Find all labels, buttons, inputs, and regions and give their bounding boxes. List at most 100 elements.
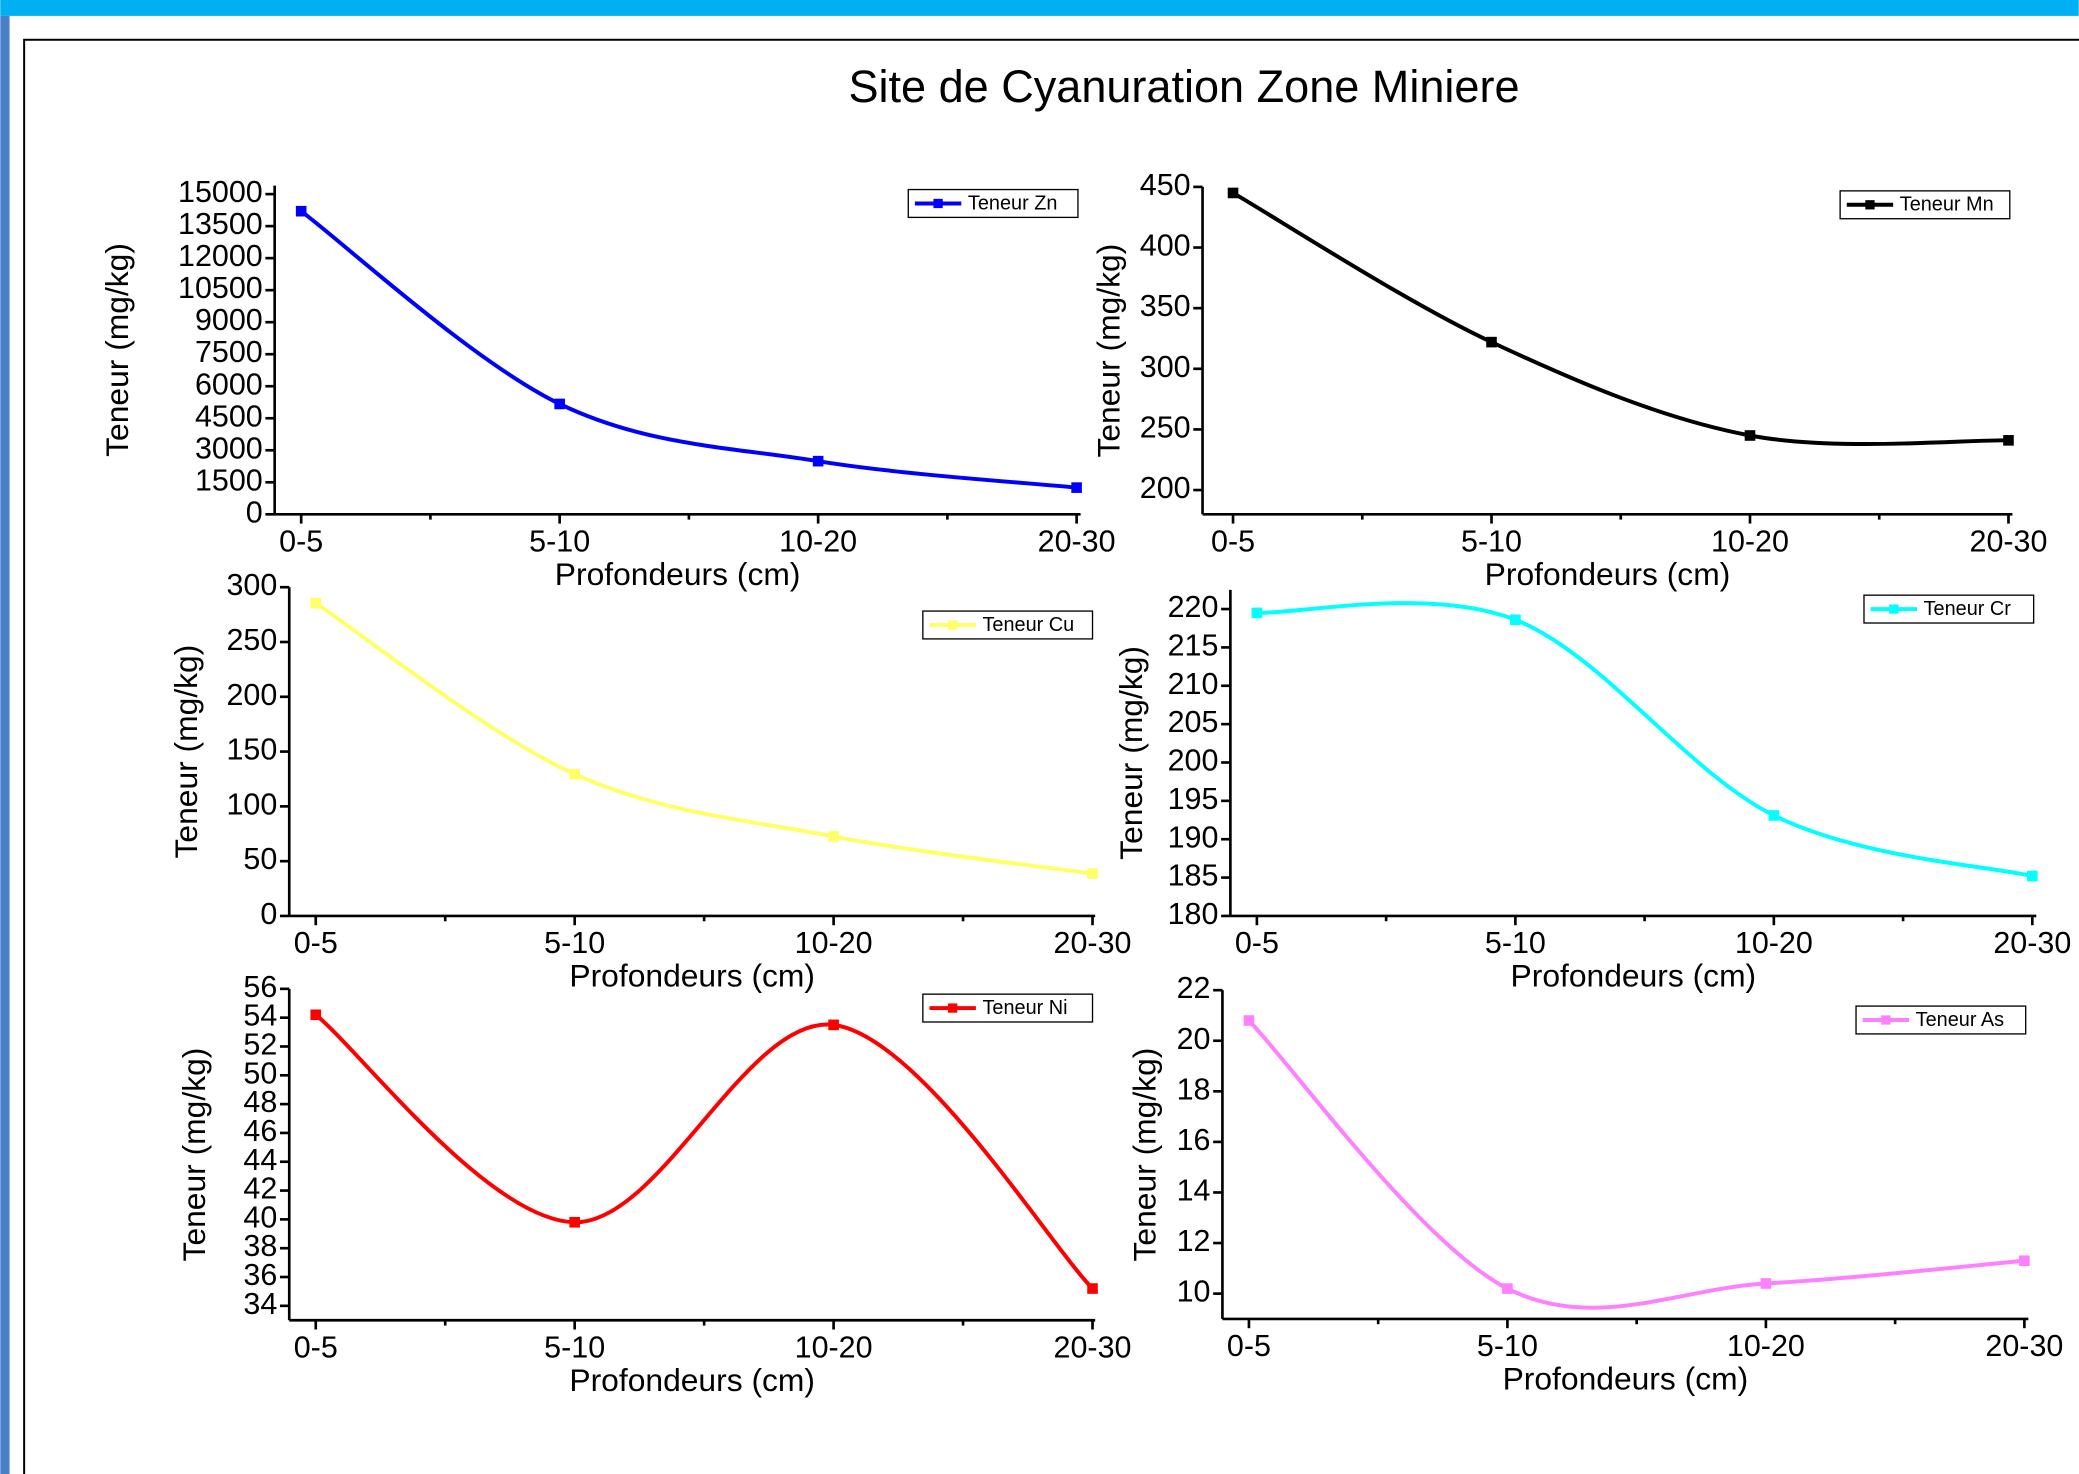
x-tick-label: 20-30: [1970, 525, 2048, 559]
y-tick-label: 46: [243, 1114, 277, 1148]
y-tick-label: 250: [226, 623, 277, 657]
legend-label: Teneur Mn: [1900, 194, 1994, 216]
x-axis-label: Profondeurs (cm): [1503, 1361, 1749, 1397]
series-line: [314, 1013, 1094, 1290]
y-tick-label: 180: [1168, 897, 1219, 931]
series-line: [314, 601, 1093, 876]
y-tick-label: 7500: [195, 335, 263, 369]
x-axis-label: Profondeurs (cm): [569, 958, 815, 994]
y-tick-label: 20: [1177, 1022, 1211, 1056]
x-tick-label: 5-10: [529, 525, 590, 559]
x-tick-label: 5-10: [544, 1330, 605, 1364]
x-axis-label: Profondeurs (cm): [1511, 958, 1757, 994]
legend-marker: [933, 198, 943, 209]
legend-label: Teneur Cu: [983, 614, 1075, 636]
y-tick-label: 14: [1177, 1174, 1211, 1208]
marker: [569, 1216, 580, 1228]
series-line: [1256, 601, 2033, 878]
y-tick-label: 200: [226, 678, 277, 712]
y-tick-label: 250: [1140, 410, 1191, 444]
x-axis-label: Profondeurs (cm): [1485, 556, 1731, 592]
x-tick-label: 10-20: [795, 1330, 873, 1364]
y-tick-label: 48: [243, 1085, 277, 1119]
marker: [1227, 187, 1239, 199]
y-tick-label: 190: [1168, 820, 1219, 854]
legend-marker: [1889, 604, 1899, 614]
y-tick-label: 50: [243, 842, 277, 876]
x-tick-label: 0-5: [294, 926, 338, 960]
x-tick-label: 10-20: [1711, 525, 1789, 559]
x-tick-label: 0-5: [1227, 1329, 1271, 1363]
y-tick-label: 1500: [195, 463, 263, 497]
y-tick-label: 100: [226, 787, 277, 821]
frame: [23, 38, 2079, 1474]
x-tick-label: 20-30: [1054, 926, 1132, 960]
y-tick-label: 54: [243, 999, 277, 1033]
y-tick-label: 40: [243, 1200, 277, 1234]
y-tick-label: 300: [1140, 350, 1191, 384]
x-axis-label: Profondeurs (cm): [569, 1362, 815, 1398]
marker: [2027, 870, 2038, 882]
y-tick-label: 9000: [195, 303, 263, 337]
marker: [2019, 1255, 2030, 1267]
marker: [1087, 1283, 1098, 1294]
y-tick-label: 34: [243, 1287, 277, 1321]
y-tick-label: 10500: [178, 271, 263, 305]
marker: [310, 597, 322, 609]
y-tick-label: 36: [243, 1258, 277, 1292]
y-tick-label: 12: [1177, 1224, 1211, 1258]
x-tick-label: 10-20: [795, 926, 873, 960]
y-tick-label: 220: [1168, 590, 1219, 624]
x-tick-label: 5-10: [1461, 525, 1522, 559]
left-bar: [0, 15, 10, 1474]
y-tick-label: 22: [1177, 971, 1211, 1005]
x-tick-label: 10-20: [1735, 926, 1813, 960]
x-tick-label: 20-30: [1054, 1330, 1132, 1364]
x-tick-label: 0-5: [1211, 525, 1255, 559]
y-tick-label: 10: [1177, 1275, 1211, 1309]
marker: [1744, 430, 1756, 441]
marker: [2003, 435, 2014, 446]
marker: [828, 831, 839, 842]
y-tick-label: 200: [1140, 471, 1191, 505]
y-tick-label: 210: [1168, 667, 1219, 701]
marker: [295, 205, 307, 217]
marker: [310, 1009, 322, 1021]
y-tick-label: 12000: [178, 239, 263, 273]
marker: [1071, 482, 1082, 493]
y-tick-label: 42: [243, 1172, 277, 1206]
x-tick-label: 0-5: [279, 525, 323, 559]
y-axis-label: Teneur (mg/kg): [1126, 1048, 1162, 1262]
y-tick-label: 0: [246, 495, 263, 529]
marker: [1510, 614, 1521, 626]
series-line: [1247, 1019, 2025, 1310]
x-tick-label: 5-10: [1485, 926, 1546, 960]
x-tick-label: 20-30: [1985, 1329, 2063, 1363]
x-axis-label: Profondeurs (cm): [555, 556, 801, 592]
y-tick-label: 3000: [195, 431, 263, 465]
marker: [1243, 1015, 1255, 1026]
x-tick-label: 20-30: [1038, 525, 1116, 559]
y-axis-label: Teneur (mg/kg): [1090, 244, 1126, 458]
y-tick-label: 38: [243, 1229, 277, 1263]
y-tick-label: 16: [1177, 1123, 1211, 1157]
figure-title: Site de Cyanuration Zone Miniere: [848, 61, 1519, 112]
marker: [569, 768, 580, 780]
legend-label: Teneur Ni: [983, 997, 1068, 1019]
y-tick-label: 205: [1168, 705, 1219, 739]
y-tick-label: 52: [243, 1028, 277, 1062]
y-tick-label: 215: [1168, 628, 1219, 662]
marker: [1760, 1278, 1772, 1289]
x-tick-label: 0-5: [1235, 926, 1279, 960]
marker: [1768, 810, 1780, 821]
series-line: [299, 209, 1077, 490]
legend-marker: [948, 620, 958, 630]
y-tick-label: 0: [260, 897, 277, 931]
y-tick-label: 18: [1177, 1072, 1211, 1106]
y-axis-label: Teneur (mg/kg): [176, 1048, 212, 1262]
x-tick-label: 5-10: [544, 926, 605, 960]
legend-label: Teneur As: [1916, 1009, 2004, 1031]
marker: [1502, 1283, 1513, 1294]
y-tick-label: 44: [243, 1143, 277, 1177]
x-tick-label: 10-20: [1727, 1329, 1805, 1363]
